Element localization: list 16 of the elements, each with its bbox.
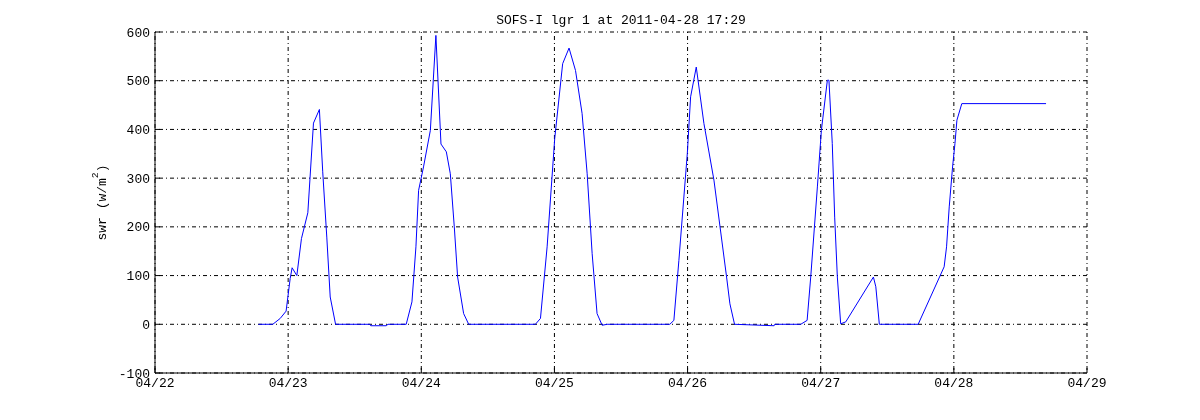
x-tick-label: 04/25 — [534, 376, 574, 392]
y-tick-label: 300 — [126, 171, 150, 187]
x-tick-label: 04/23 — [268, 376, 308, 392]
y-tick-label: 400 — [126, 123, 150, 139]
x-tick-label: 04/24 — [401, 376, 441, 392]
x-tick-label: 04/27 — [801, 376, 841, 392]
y-tick-label: 100 — [126, 269, 150, 285]
y-tick-label: 500 — [126, 74, 150, 90]
x-tick-label: 04/28 — [934, 376, 974, 392]
line-series — [257, 34, 1047, 327]
x-tick-label: 04/29 — [1067, 376, 1107, 392]
y-tick-label: 200 — [126, 220, 150, 236]
y-tick-label: 0 — [142, 317, 150, 333]
chart-title: SOFS-I lgr 1 at 2011-04-28 17:29 — [496, 13, 746, 28]
x-tick-label: 04/26 — [668, 376, 708, 392]
y-tick-label: 600 — [126, 25, 150, 41]
